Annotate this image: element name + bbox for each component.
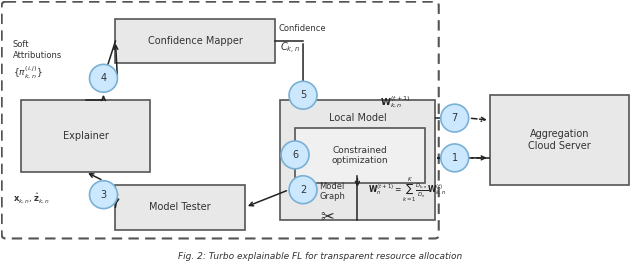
- Circle shape: [281, 141, 309, 169]
- Text: Confidence Mapper: Confidence Mapper: [148, 36, 243, 46]
- FancyBboxPatch shape: [115, 185, 245, 230]
- Text: ✂: ✂: [320, 208, 334, 226]
- FancyBboxPatch shape: [280, 100, 435, 220]
- FancyBboxPatch shape: [115, 19, 275, 63]
- Text: Confidence: Confidence: [278, 24, 326, 33]
- Text: $C_{k,n}$: $C_{k,n}$: [280, 40, 300, 56]
- FancyBboxPatch shape: [490, 95, 629, 185]
- Text: Model Tester: Model Tester: [150, 202, 211, 212]
- Text: Constrained
optimization: Constrained optimization: [332, 146, 388, 165]
- Circle shape: [441, 144, 468, 172]
- Text: 3: 3: [100, 190, 106, 200]
- Text: Explainer: Explainer: [63, 131, 108, 141]
- Text: Aggregation
Cloud Server: Aggregation Cloud Server: [528, 129, 591, 151]
- FancyBboxPatch shape: [20, 100, 150, 172]
- Circle shape: [289, 176, 317, 204]
- Text: $\{\pi_{k,n}^{(i,j)}\}$: $\{\pi_{k,n}^{(i,j)}\}$: [13, 65, 43, 82]
- Text: 4: 4: [100, 73, 106, 83]
- Text: 2: 2: [300, 185, 306, 195]
- Text: 1: 1: [452, 153, 458, 163]
- Circle shape: [289, 81, 317, 109]
- Text: $\mathbf{W}_{n}^{(t+1)} = \sum_{k=1}^{K}\frac{D_{k,n}}{D_n}\mathbf{W}_{k,n}^{(t): $\mathbf{W}_{n}^{(t+1)} = \sum_{k=1}^{K}…: [368, 176, 446, 204]
- Text: $\mathbf{W}_{k,n}^{(t+1)}$: $\mathbf{W}_{k,n}^{(t+1)}$: [380, 95, 410, 110]
- Circle shape: [90, 181, 118, 209]
- Circle shape: [441, 104, 468, 132]
- Text: 7: 7: [452, 113, 458, 123]
- Text: Soft
Attributions: Soft Attributions: [13, 40, 62, 60]
- Text: Fig. 2: Turbo explainable FL for transparent resource allocation: Fig. 2: Turbo explainable FL for transpa…: [178, 252, 462, 261]
- Text: 5: 5: [300, 90, 306, 100]
- Text: Local Model: Local Model: [328, 113, 387, 123]
- Text: 6: 6: [292, 150, 298, 160]
- Circle shape: [90, 64, 118, 92]
- Text: Model
Graph: Model Graph: [319, 182, 345, 201]
- Text: $\mathbf{x}_{k,n}, \hat{\mathbf{z}}_{k,n}$: $\mathbf{x}_{k,n}, \hat{\mathbf{z}}_{k,n…: [13, 191, 49, 205]
- FancyBboxPatch shape: [295, 128, 425, 183]
